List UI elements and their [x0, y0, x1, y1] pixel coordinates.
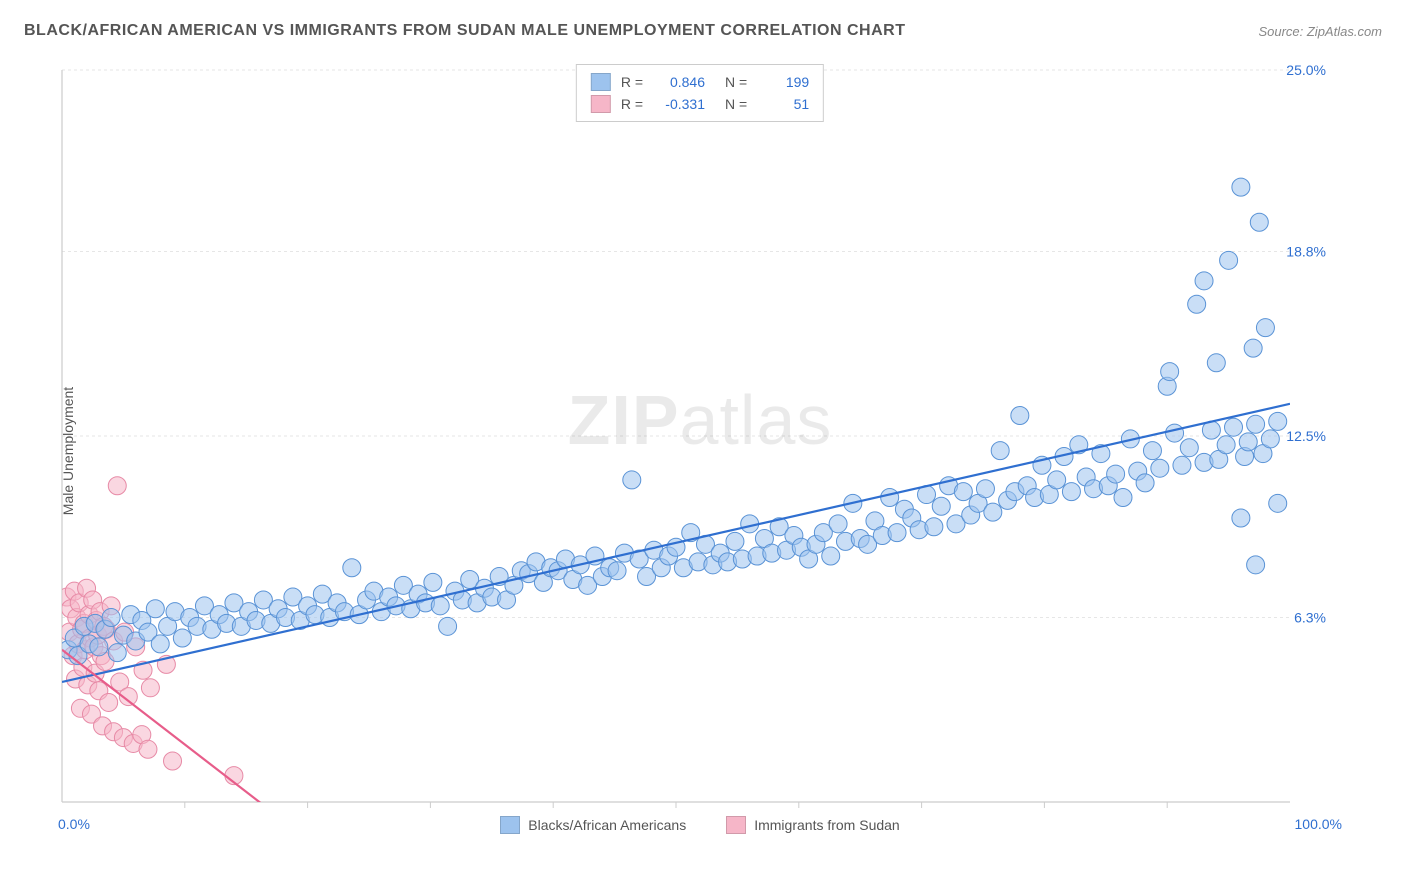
legend-label: Blacks/African Americans — [528, 817, 686, 833]
stats-swatch — [591, 73, 611, 91]
stats-row: R = 0.846 N = 199 — [591, 71, 809, 93]
legend-swatch — [500, 816, 520, 834]
stats-n-value: 199 — [757, 71, 809, 93]
legend-item: Blacks/African Americans — [500, 816, 686, 834]
stats-r-value: -0.331 — [653, 93, 705, 115]
stats-n-value: 51 — [757, 93, 809, 115]
chart-title: BLACK/AFRICAN AMERICAN VS IMMIGRANTS FRO… — [24, 22, 905, 40]
legend-item: Immigrants from Sudan — [726, 816, 900, 834]
chart-header: BLACK/AFRICAN AMERICAN VS IMMIGRANTS FRO… — [24, 22, 1382, 40]
legend-label: Immigrants from Sudan — [754, 817, 900, 833]
legend-swatch — [726, 816, 746, 834]
stats-swatch — [591, 95, 611, 113]
svg-text:18.8%: 18.8% — [1286, 244, 1326, 260]
stats-r-value: 0.846 — [653, 71, 705, 93]
stats-box: R = 0.846 N = 199 R = -0.331 N = 51 — [576, 64, 824, 122]
plot-container: Male Unemployment ZIPatlas 6.3%12.5%18.8… — [50, 60, 1350, 842]
svg-text:6.3%: 6.3% — [1294, 610, 1326, 626]
stats-r-label: R = — [621, 71, 643, 93]
stats-row: R = -0.331 N = 51 — [591, 93, 809, 115]
chart-svg: 6.3% 12.5% 18.8% 25.0% — [50, 60, 1350, 842]
stats-r-label: R = — [621, 93, 643, 115]
chart-source: Source: ZipAtlas.com — [1258, 24, 1382, 39]
stats-n-label: N = — [725, 71, 747, 93]
svg-text:12.5%: 12.5% — [1286, 428, 1326, 444]
y-axis-label: Male Unemployment — [60, 387, 76, 515]
stats-n-label: N = — [725, 93, 747, 115]
legend: Blacks/African Americans Immigrants from … — [50, 816, 1350, 834]
svg-text:25.0%: 25.0% — [1286, 62, 1326, 78]
